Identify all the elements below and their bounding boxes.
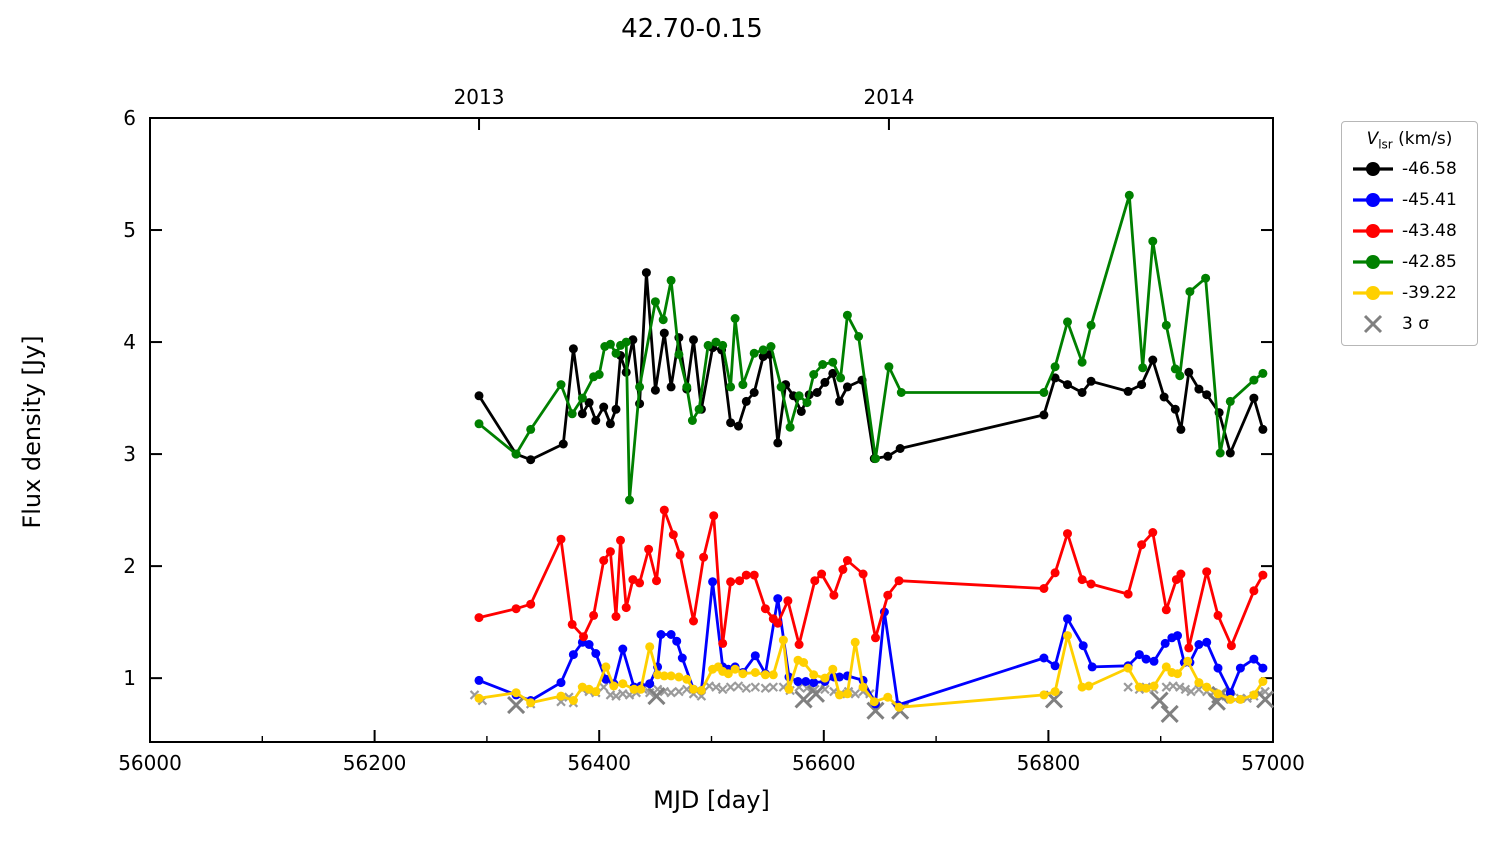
- legend-entry-yellow: -39.22: [1352, 277, 1467, 308]
- sigma-small-x-marker: [1123, 682, 1133, 692]
- x-tick-label: 56000: [118, 751, 182, 775]
- sigma-small-x-marker: [750, 682, 761, 692]
- sigma-small-x-marker: [768, 682, 779, 692]
- legend-entry-blue: -45.41: [1352, 184, 1467, 215]
- legend-label: -46.58: [1402, 158, 1457, 179]
- sigma-large-x-marker: [866, 701, 885, 720]
- y-tick-label: 4: [123, 330, 136, 354]
- legend-label: -45.41: [1402, 189, 1457, 210]
- legend-label: -42.85: [1402, 251, 1457, 272]
- legend-line-swatch: [1353, 192, 1393, 207]
- series-green-line: [477, 193, 1265, 502]
- legend-entry-green: -42.85: [1352, 246, 1467, 277]
- series-yellow-line: [477, 634, 1265, 709]
- sigma-small-x-marker: [674, 686, 684, 697]
- sigma-small-x-marker: [850, 689, 861, 699]
- sigma-small-x-marker: [741, 683, 752, 694]
- legend-line-swatch: [1353, 285, 1393, 300]
- series-green-markers: [474, 190, 1268, 505]
- x-tick-label: 56400: [567, 751, 631, 775]
- sigma-small-x-marker: [717, 684, 728, 695]
- legend-label: -43.48: [1402, 220, 1457, 241]
- sigma-small-x-marker: [666, 687, 676, 698]
- sigma-small-x-marker: [1175, 682, 1185, 692]
- x-tick-label: 56200: [343, 751, 407, 775]
- legend-entry-black: -46.58: [1352, 153, 1467, 184]
- y-tick-label: 6: [123, 106, 136, 130]
- sigma-small-x-marker: [1186, 686, 1196, 697]
- series-yellow-markers: [474, 631, 1268, 712]
- legend-line-swatch: [1353, 223, 1393, 238]
- legend-label: 3 σ: [1402, 313, 1429, 334]
- sigma-large-x-marker: [1150, 691, 1169, 710]
- sigma-large-x-marker: [794, 690, 813, 709]
- sigma-small-x-marker: [611, 691, 621, 701]
- sigma-large-x-marker: [647, 687, 666, 706]
- chart-title: 42.70-0.15: [621, 14, 763, 44]
- top-year-label: 2013: [454, 85, 505, 109]
- x-tick-label: 56600: [792, 751, 856, 775]
- plot-frame: [149, 117, 1274, 743]
- y-tick-label: 3: [123, 442, 136, 466]
- series-red-markers: [474, 505, 1268, 653]
- sigma-small-x-marker: [1260, 686, 1270, 697]
- legend: Vlsr (km/s) -46.58 -45.41 -43.48 -42.85 -39.…: [1341, 121, 1478, 347]
- x-tick-label: 56800: [1017, 751, 1081, 775]
- y-tick-label: 2: [123, 554, 136, 578]
- series-red-line: [477, 508, 1265, 650]
- sigma-small-x-marker: [760, 683, 771, 694]
- legend-line-swatch: [1353, 161, 1393, 176]
- sigma-large-x-marker: [806, 684, 825, 703]
- sigma-small-x-marker: [1194, 684, 1204, 695]
- sigma-large-x-marker: [1160, 704, 1179, 724]
- legend-label: -39.22: [1402, 282, 1457, 303]
- legend-line-swatch: [1353, 254, 1393, 269]
- sigma-small-x-marker: [711, 682, 721, 692]
- sigma-small-x-marker: [598, 682, 609, 692]
- sigma-small-x-marker: [733, 681, 744, 691]
- sigma-large-x-marker: [507, 695, 526, 715]
- legend-title: Vlsr (km/s): [1366, 129, 1453, 152]
- legend-entry-red: -43.48: [1352, 215, 1467, 246]
- y-tick-label: 1: [123, 666, 136, 690]
- legend-entry-sigma: 3 σ: [1352, 308, 1467, 339]
- sigma-small-x-marker: [725, 682, 736, 692]
- sigma-small-x-marker: [1180, 684, 1191, 695]
- y-tick-label: 5: [123, 218, 136, 242]
- legend-x-swatch: [1363, 314, 1383, 333]
- x-tick-label: 57000: [1241, 751, 1305, 775]
- x-axis-label: MJD [day]: [653, 786, 770, 814]
- top-year-label: 2014: [863, 85, 914, 109]
- sigma-large-x-marker: [1256, 690, 1275, 709]
- sigma-small-x-marker: [682, 684, 692, 695]
